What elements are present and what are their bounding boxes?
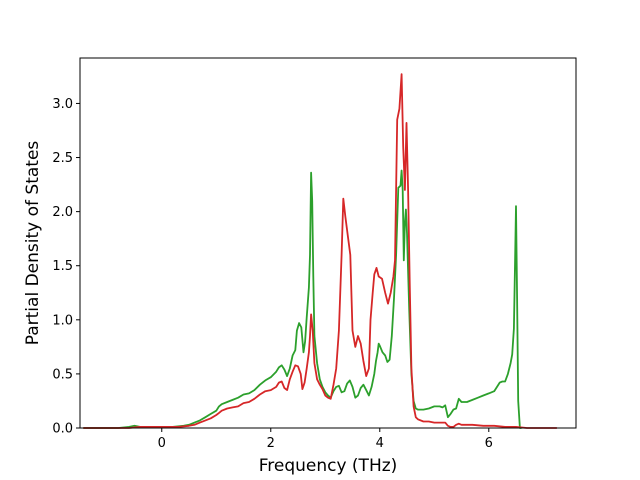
x-tick-label: 2 [267, 436, 275, 451]
x-axis-ticks: 0 2 4 6 [158, 428, 493, 451]
y-tick-label: 2.0 [52, 205, 73, 220]
plot-frame [79, 57, 577, 429]
x-axis-title: Frequency (THz) [259, 456, 398, 476]
y-axis-title: Partial Density of States [23, 141, 43, 346]
y-tick-label: 1.5 [52, 259, 73, 274]
x-tick-label: 6 [485, 436, 493, 451]
y-tick-label: 1.0 [52, 313, 73, 328]
y-tick-label: 3.0 [52, 97, 73, 112]
y-tick-label: 2.5 [52, 151, 73, 166]
y-tick-label: 0.0 [52, 422, 73, 437]
plot-area [80, 58, 576, 428]
series-line-1 [83, 169, 522, 429]
x-tick-label: 4 [376, 436, 384, 451]
y-axis-ticks: 0.0 0.5 1.0 1.5 2.0 2.5 3.0 [52, 97, 80, 437]
x-tick-label: 0 [158, 436, 166, 451]
series-line-2 [83, 73, 557, 429]
y-tick-label: 0.5 [52, 367, 73, 382]
series-layer [83, 73, 557, 429]
